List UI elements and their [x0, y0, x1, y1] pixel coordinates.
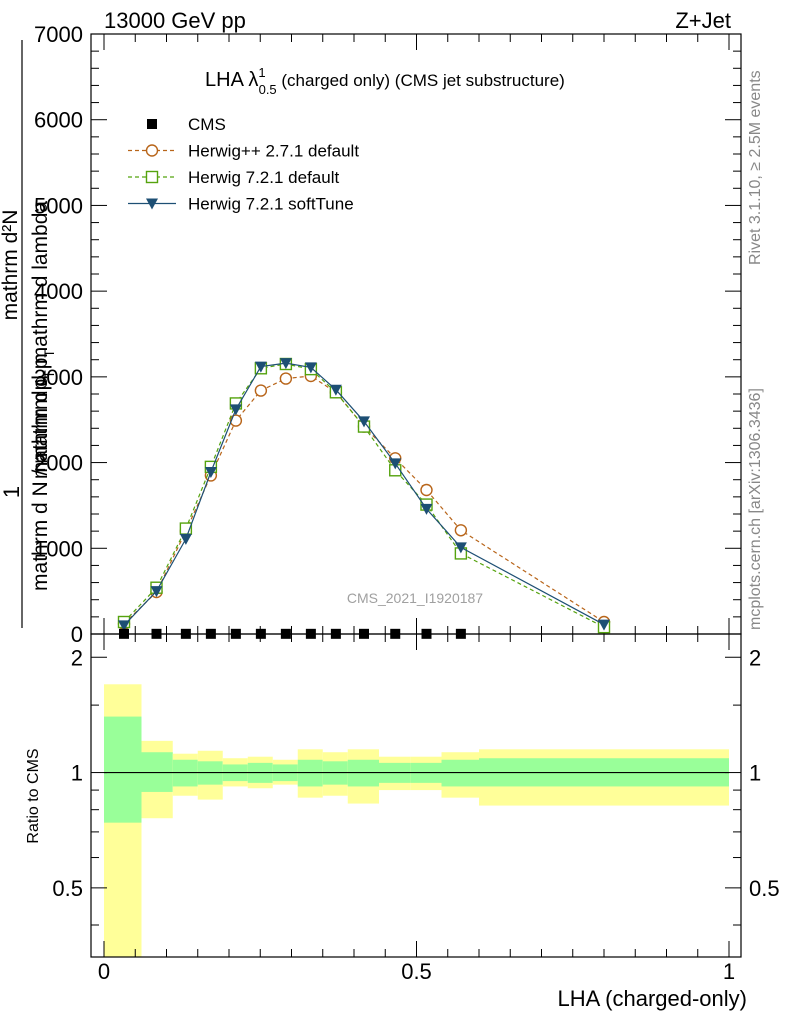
- series-point-3: [329, 384, 342, 396]
- ratio-ytick-label-right: 1: [749, 761, 761, 786]
- title-suffix: (charged only) (CMS jet substructure): [277, 71, 565, 90]
- ratio-xtick-label: 0: [98, 959, 110, 984]
- ratio-bands: [104, 684, 729, 957]
- ratio-y-axis: 0.5 0.5 1 1 2 2: [52, 645, 780, 926]
- series-line-3: [123, 362, 605, 626]
- xaxis-label: LHA (charged-only): [557, 986, 747, 1011]
- main-ylabel: 1 mathrm d²N mathrm dpT mathrm d lambda …: [0, 40, 57, 628]
- series-point-3: [150, 586, 163, 598]
- ylabel-denominator-top-tail: mathrm d lambda: [29, 201, 52, 371]
- legend-marker: [145, 144, 159, 157]
- main-panel: 0 1000 2000 3000 4000 5000 6000 7000 CMS_2021_I…: [34, 22, 742, 647]
- series-line-2: [123, 363, 605, 628]
- header-left: 13000 GeV pp: [104, 8, 246, 33]
- ylabel-denominator: mathrm d N / mathrm d pT: [29, 349, 57, 591]
- ylabel-denominator-top: mathrm dpT mathrm d lambda: [29, 201, 57, 479]
- legend-marker: [146, 198, 158, 210]
- legend: CMS Herwig++ 2.7.1 default Herwig 7.2.1 de…: [128, 115, 359, 214]
- mcplots-label: mcplots.cern.ch [arXiv:1306.3436]: [747, 388, 764, 630]
- ratio-ytick-label: 1: [71, 761, 83, 786]
- ratio-band-inner: [104, 716, 142, 823]
- ylabel-denominator-top-text: mathrm dp: [29, 379, 52, 479]
- series-point-3: [389, 458, 402, 470]
- series-point-3: [254, 361, 267, 373]
- main-ytick-label: 7000: [34, 22, 83, 47]
- ratio-ytick-label: 0.5: [52, 876, 83, 901]
- ylabel-numerator-text: mathrm d²N: [0, 210, 22, 321]
- ratio-x-axis: 0 0.5 1: [98, 634, 735, 984]
- ylabel-numerator: mathrm d²N: [0, 210, 22, 321]
- legend-marker: [147, 119, 157, 129]
- series-point-1: [254, 384, 268, 397]
- main-y-axis: 0 1000 2000 3000 4000 5000 6000 7000: [34, 22, 741, 647]
- ylabel-denominator-top-sub: T: [41, 370, 57, 379]
- series-point-3: [179, 533, 192, 545]
- series-line-1: [123, 375, 605, 625]
- main-ytick-label: 0: [71, 622, 83, 647]
- series-point-3: [598, 619, 610, 631]
- main-x-ticks: [103, 34, 730, 634]
- main-ytick-label: 4000: [34, 279, 83, 304]
- ratio-ylabel: Ratio to CMS: [25, 748, 42, 843]
- ylabel-one: 1: [0, 486, 24, 498]
- series-point-1: [454, 524, 468, 537]
- ratio-xtick-label: 0.5: [401, 959, 432, 984]
- ylabel-denominator-text: mathrm d N / mathrm d p: [29, 358, 52, 591]
- watermark: CMS_2021_I1920187: [347, 590, 483, 606]
- series-point-1: [279, 372, 293, 385]
- main-ytick-label: 1000: [34, 536, 83, 561]
- legend-marker: [145, 170, 159, 184]
- main-ytick-label: 5000: [34, 193, 83, 218]
- main-ytick-label: 2000: [34, 451, 83, 476]
- ylabel-denominator-sub: T: [41, 349, 57, 358]
- legend-label: Herwig 7.2.1 softTune: [188, 195, 354, 214]
- title-sup: 1: [258, 65, 265, 80]
- header-right: Z+Jet: [675, 8, 731, 33]
- title-prefix: LHA λ: [205, 69, 258, 91]
- legend-label: Herwig++ 2.7.1 default: [188, 142, 359, 161]
- ratio-ytick-label-right: 2: [749, 645, 761, 670]
- ratio-ytick-label-right: 0.5: [749, 876, 780, 901]
- main-ytick-label: 6000: [34, 108, 83, 133]
- series-point-3: [304, 362, 317, 374]
- ratio-panel: 0.5 0.51 12 2 0 0.5 1 Ratio to CMS LHA (charg…: [25, 633, 780, 1011]
- series-point-3: [420, 503, 433, 515]
- series-point-3: [229, 404, 242, 416]
- ratio-xtick-label: 1: [723, 959, 735, 984]
- legend-label: Herwig 7.2.1 default: [188, 168, 339, 187]
- series-point-3: [279, 358, 292, 370]
- main-ytick-label: 3000: [34, 365, 83, 390]
- title-sub: 0.5: [259, 82, 277, 97]
- series-point-1: [420, 483, 433, 497]
- ratio-ytick-label: 2: [71, 645, 83, 670]
- series-point-3: [454, 542, 467, 554]
- rivet-label: Rivet 3.1.10, ≥ 2.5M events: [747, 70, 764, 265]
- legend-label: CMS: [188, 115, 226, 134]
- series-point-3: [118, 620, 130, 632]
- series-point-3: [358, 416, 370, 428]
- plot-title: LHA λ1 0.5 (charged only) (CMS jet substr…: [205, 65, 565, 97]
- series-point-3: [204, 467, 217, 478]
